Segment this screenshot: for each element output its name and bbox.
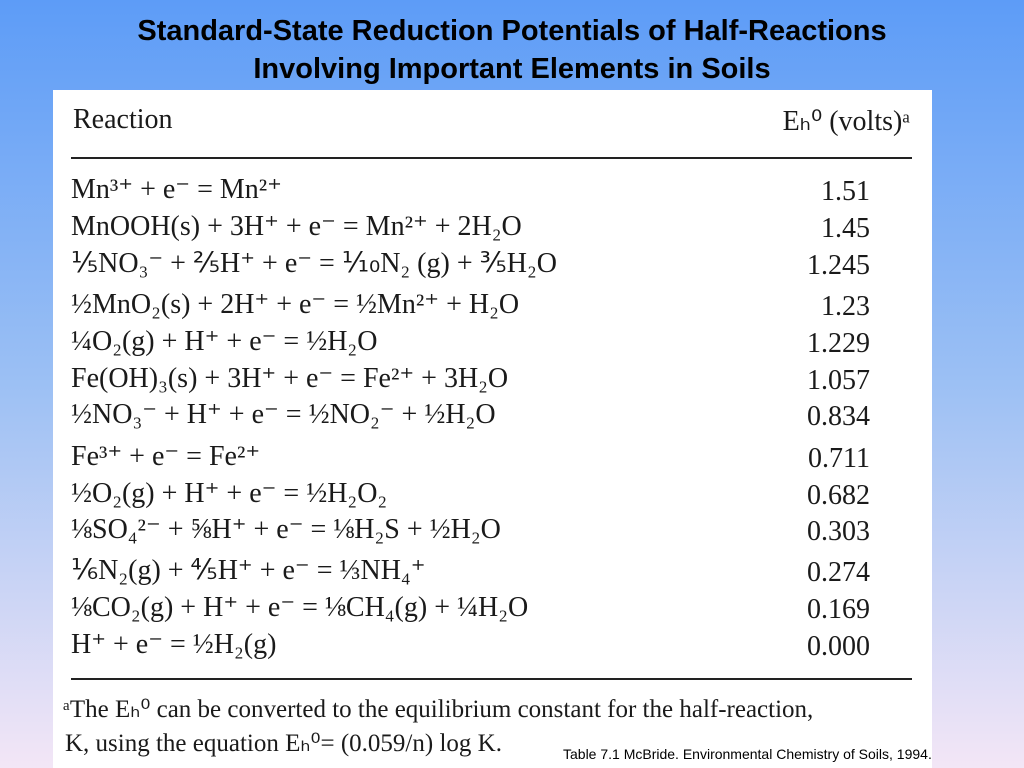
table-panel: Reaction Eₕ⁰ (volts)ᵃ Mn³⁺ + e⁻ = Mn²⁺ 1… [53, 90, 932, 768]
column-header-potential: Eₕ⁰ (volts)ᵃ [782, 106, 910, 137]
potential-cell: 0.682 [807, 480, 870, 511]
table-row: Fe(OH)₃(s) + 3H⁺ + e⁻ = Fe²⁺ + 3H₂O 1.05… [71, 361, 912, 398]
reaction-cell: ½NO₃⁻ + H⁺ + e⁻ = ½NO₂⁻ + ½H₂O [71, 399, 496, 430]
header-rule [71, 157, 912, 159]
potential-cell: 0.834 [807, 401, 870, 432]
potential-cell: 0.169 [807, 594, 870, 625]
table-row: H⁺ + e⁻ = ½H₂(g) 0.000 [71, 627, 912, 664]
potential-cell: 1.057 [807, 365, 870, 396]
table-row: ⅛SO₄²⁻ + ⅝H⁺ + e⁻ = ⅛H₂S + ½H₂O 0.303 [71, 512, 912, 549]
column-header-reaction: Reaction [73, 104, 173, 135]
reaction-cell: ½MnO₂(s) + 2H⁺ + e⁻ = ½Mn²⁺ + H₂O [71, 289, 520, 320]
reaction-cell: H⁺ + e⁻ = ½H₂(g) [71, 629, 277, 660]
slide-title-line2: Involving Important Elements in Soils [253, 53, 771, 85]
table-row: ⅙N₂(g) + ⅘H⁺ + e⁻ = ⅓NH₄⁺ 0.274 [71, 553, 912, 590]
potential-cell: 1.45 [821, 213, 870, 244]
potential-cell: 0.000 [807, 631, 870, 662]
reaction-cell: ½O₂(g) + H⁺ + e⁻ = ½H₂O₂ [71, 478, 388, 509]
reaction-cell: ⅛SO₄²⁻ + ⅝H⁺ + e⁻ = ⅛H₂S + ½H₂O [71, 514, 501, 545]
reaction-cell: Fe(OH)₃(s) + 3H⁺ + e⁻ = Fe²⁺ + 3H₂O [71, 363, 509, 394]
reaction-cell: ¼O₂(g) + H⁺ + e⁻ = ½H₂O [71, 326, 378, 357]
potential-cell: 1.245 [807, 250, 870, 281]
reaction-cell: ⅕NO₃⁻ + ⅖H⁺ + e⁻ = ⅒N₂ (g) + ⅗H₂O [71, 248, 557, 279]
source-citation: Table 7.1 McBride. Environmental Chemist… [563, 746, 932, 762]
potential-cell: 0.274 [807, 557, 870, 588]
table-row: Mn³⁺ + e⁻ = Mn²⁺ 1.51 [71, 172, 912, 209]
footnote-line2: K, using the equation Eₕ⁰= (0.059/n) log… [65, 730, 502, 757]
table-row: ¼O₂(g) + H⁺ + e⁻ = ½H₂O 1.229 [71, 324, 912, 361]
reaction-cell: MnOOH(s) + 3H⁺ + e⁻ = Mn²⁺ + 2H₂O [71, 211, 522, 242]
potential-cell: 1.229 [807, 328, 870, 359]
table-row: ½NO₃⁻ + H⁺ + e⁻ = ½NO₂⁻ + ½H₂O 0.834 [71, 397, 912, 434]
potential-cell: 1.23 [821, 291, 870, 322]
footnote-line1: ᵃThe Eₕ⁰ can be converted to the equilib… [63, 696, 814, 723]
potential-cell: 0.303 [807, 516, 870, 547]
reaction-cell: ⅙N₂(g) + ⅘H⁺ + e⁻ = ⅓NH₄⁺ [71, 555, 426, 586]
table-row: ½O₂(g) + H⁺ + e⁻ = ½H₂O₂ 0.682 [71, 476, 912, 513]
slide-title: Standard-State Reduction Potentials of H… [0, 12, 1024, 88]
table-row: ⅕NO₃⁻ + ⅖H⁺ + e⁻ = ⅒N₂ (g) + ⅗H₂O 1.245 [71, 246, 912, 283]
table-row: ⅛CO₂(g) + H⁺ + e⁻ = ⅛CH₄(g) + ¼H₂O 0.169 [71, 590, 912, 627]
footer-rule [71, 678, 912, 680]
table-row: ½MnO₂(s) + 2H⁺ + e⁻ = ½Mn²⁺ + H₂O 1.23 [71, 287, 912, 324]
potential-cell: 1.51 [821, 176, 870, 207]
slide-title-line1: Standard-State Reduction Potentials of H… [137, 15, 887, 47]
reaction-cell: Mn³⁺ + e⁻ = Mn²⁺ [71, 174, 282, 205]
potential-cell: 0.711 [808, 443, 870, 474]
reaction-cell: ⅛CO₂(g) + H⁺ + e⁻ = ⅛CH₄(g) + ¼H₂O [71, 592, 529, 623]
reaction-cell: Fe³⁺ + e⁻ = Fe²⁺ [71, 441, 261, 472]
table-row: MnOOH(s) + 3H⁺ + e⁻ = Mn²⁺ + 2H₂O 1.45 [71, 209, 912, 246]
table-row: Fe³⁺ + e⁻ = Fe²⁺ 0.711 [71, 439, 912, 476]
